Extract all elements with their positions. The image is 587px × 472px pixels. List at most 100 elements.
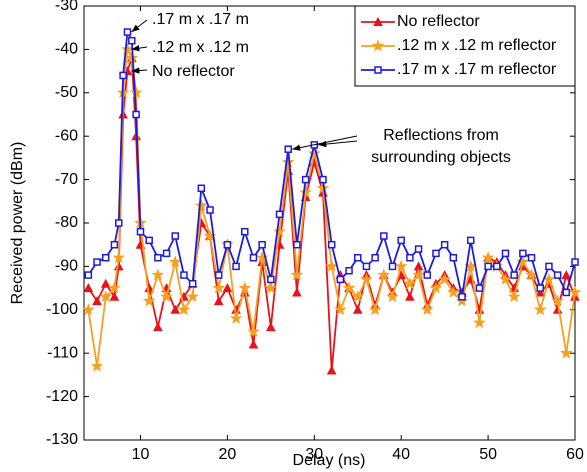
- marker-star: [308, 146, 321, 159]
- annotation: .17 m x .17 m: [152, 11, 249, 28]
- marker-star: [429, 281, 443, 294]
- marker-triangle: [248, 339, 259, 349]
- marker-square: [319, 175, 327, 184]
- marker-star: [121, 42, 134, 55]
- marker-triangle: [100, 278, 111, 288]
- marker-star: [151, 268, 165, 281]
- marker-star: [125, 51, 139, 64]
- marker-star: [195, 199, 208, 211]
- marker-triangle: [170, 304, 181, 314]
- marker-star: [264, 281, 278, 294]
- marker-triangle: [153, 322, 163, 332]
- marker-square: [527, 253, 536, 262]
- marker-square: [267, 275, 275, 284]
- marker-square: [380, 232, 388, 240]
- marker-triangle: [222, 283, 233, 293]
- marker-star: [551, 294, 564, 307]
- marker-star: [229, 311, 243, 324]
- marker-square: [406, 253, 414, 262]
- marker-square: [101, 253, 110, 262]
- marker-star: [160, 290, 173, 303]
- marker-square: [388, 262, 397, 271]
- marker-square: [519, 249, 527, 258]
- x-tick-label: 40: [392, 446, 410, 463]
- marker-square: [258, 240, 266, 249]
- series: [82, 42, 582, 372]
- marker-square: [493, 262, 501, 271]
- marker-square: [123, 28, 132, 36]
- marker-square: [336, 275, 345, 284]
- y-tick-label: -120: [46, 388, 78, 405]
- marker-square: [110, 240, 119, 249]
- marker-square: [327, 240, 336, 249]
- marker-square: [466, 236, 475, 245]
- marker-star: [238, 281, 252, 294]
- annotation: Reflections from: [383, 127, 499, 144]
- marker-square: [132, 110, 140, 119]
- marker-square: [536, 284, 544, 292]
- marker-star: [299, 186, 312, 198]
- marker-square: [180, 271, 188, 279]
- y-axis-label: Received power (dBm): [9, 142, 26, 305]
- marker-star: [371, 39, 385, 52]
- marker-square: [440, 240, 449, 249]
- marker-star: [533, 303, 547, 316]
- x-tick-label: 20: [218, 446, 236, 463]
- marker-star: [568, 285, 582, 298]
- marker-star: [82, 303, 95, 316]
- marker-star: [342, 281, 356, 294]
- x-tick-label: 60: [566, 446, 584, 463]
- marker-star: [438, 272, 451, 285]
- x-tick-label: 50: [479, 446, 497, 463]
- y-tick-label: -80: [55, 214, 78, 231]
- marker-triangle: [326, 365, 337, 375]
- y-tick-label: -30: [55, 0, 78, 14]
- y-tick-label: -130: [46, 431, 78, 448]
- marker-square: [249, 253, 258, 262]
- marker-square: [162, 249, 171, 258]
- marker-triangle: [109, 291, 120, 301]
- marker-star: [360, 272, 373, 285]
- marker-star: [112, 251, 126, 264]
- x-axis-label: Delay (ns): [293, 452, 366, 469]
- marker-square: [241, 227, 249, 236]
- marker-square: [449, 253, 458, 262]
- annotation: surrounding objects: [371, 149, 511, 166]
- series: [84, 28, 579, 301]
- marker-star: [394, 259, 408, 272]
- y-tick-label: -50: [55, 84, 78, 101]
- marker-square: [197, 184, 206, 193]
- y-tick-label: -90: [55, 258, 78, 275]
- annotation-arrow: [131, 67, 148, 74]
- marker-square: [206, 206, 214, 214]
- marker-star: [368, 303, 382, 316]
- marker-square: [171, 232, 179, 240]
- marker-triangle: [561, 270, 572, 280]
- marker-triangle: [92, 296, 102, 306]
- marker-star: [142, 294, 156, 307]
- y-tick-label: -40: [55, 41, 78, 58]
- marker-square: [154, 253, 162, 262]
- marker-star: [177, 303, 191, 316]
- marker-square: [188, 280, 197, 288]
- marker-star: [507, 290, 521, 303]
- marker-square: [423, 271, 432, 279]
- annotation-arrow: [131, 45, 148, 52]
- marker-star: [108, 281, 121, 294]
- marker-square: [145, 236, 153, 245]
- marker-square: [275, 210, 284, 219]
- marker-square: [353, 253, 362, 262]
- y-tick-label: -110: [47, 344, 78, 361]
- marker-square: [293, 240, 301, 249]
- legend-label: .12 m x .12 m reflector: [397, 37, 557, 54]
- y-tick-label: -70: [55, 171, 78, 188]
- marker-square: [484, 262, 492, 271]
- marker-square: [545, 262, 553, 271]
- marker-triangle: [535, 287, 546, 297]
- y-tick-label: -60: [55, 127, 78, 144]
- marker-square: [84, 271, 93, 279]
- marker-square: [223, 240, 232, 249]
- marker-square: [232, 262, 240, 271]
- marker-square: [414, 245, 423, 253]
- marker-triangle: [83, 283, 94, 293]
